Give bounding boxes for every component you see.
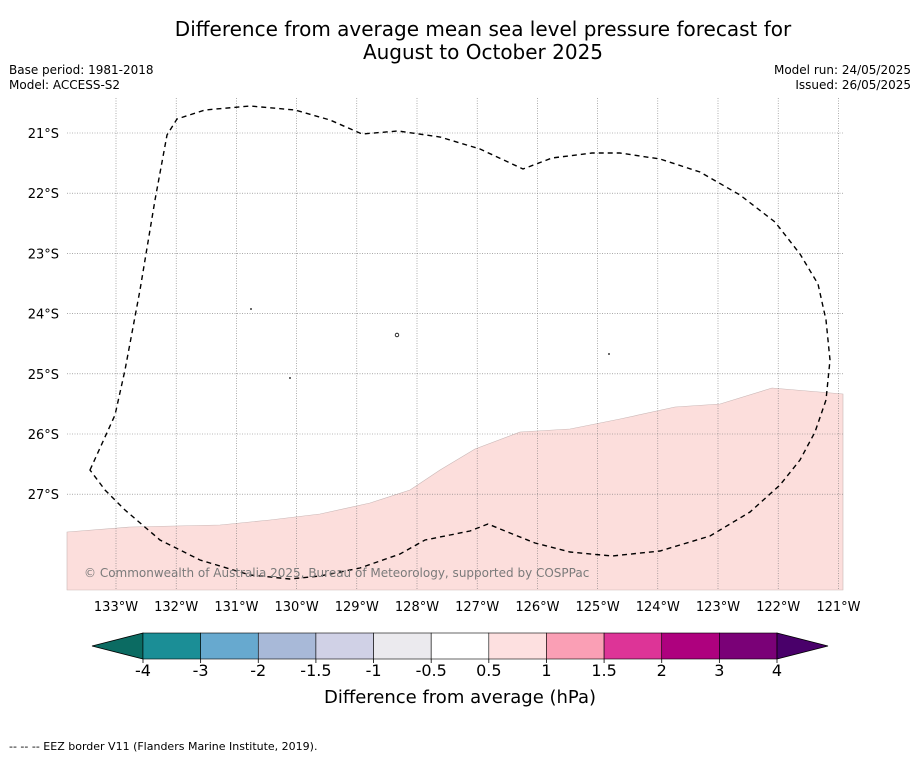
copyright-text: © Commonwealth of Australia 2025, Bureau…: [84, 566, 589, 580]
latitude-label: 24°S: [28, 308, 59, 323]
meta-left: Base period: 1981-2018 Model: ACCESS-S2: [9, 63, 154, 93]
longitude-label: 122°W: [756, 600, 800, 615]
latitude-label: 26°S: [28, 428, 59, 443]
title-line-2: August to October 2025: [362, 40, 604, 64]
map-title: Difference from average mean sea level p…: [0, 18, 919, 64]
colorbar-extend-low: [91, 632, 144, 660]
anomaly-region: [66, 387, 844, 591]
longitude-label: 124°W: [636, 600, 680, 615]
latitude-gridlines: [67, 132, 843, 495]
colorbar-tick-label: -0.5: [416, 661, 447, 680]
longitude-label: 128°W: [395, 600, 439, 615]
latitude-label: 21°S: [28, 127, 59, 142]
longitude-labels: 133°W 132°W 131°W 130°W 129°W 128°W 127°W 126°W…: [94, 600, 861, 615]
colorbar-tick-label: -4: [135, 661, 151, 680]
colorbar-segment: [488, 632, 547, 660]
longitude-gridlines: [115, 98, 839, 590]
colorbar-segment: [430, 632, 490, 660]
meta-right: Model run: 24/05/2025 Issued: 26/05/2025: [774, 63, 911, 93]
map-plot: © Commonwealth of Australia 2025, Bureau…: [66, 98, 844, 591]
island-marker: [289, 377, 291, 379]
longitude-label: 121°W: [816, 600, 860, 615]
colorbar-segment: [373, 632, 432, 660]
colorbar-tick-label: 1.5: [591, 661, 616, 680]
colorbar-tick-label: -1: [366, 661, 382, 680]
eez-border: [89, 105, 831, 580]
eez-legend-note: -- -- -- EEZ border V11 (Flanders Marine…: [9, 740, 318, 753]
colorbar-label: Difference from average (hPa): [324, 687, 596, 708]
longitude-label: 132°W: [154, 600, 198, 615]
latitude-label: 23°S: [28, 247, 59, 262]
longitude-label: 127°W: [455, 600, 499, 615]
colorbar: -4 -3 -2 -1.5 -1 -0.5 0.5 1 1.5 2 3 4: [91, 632, 829, 680]
colorbar-tick-label: -1.5: [300, 661, 331, 680]
colorbar-segment: [142, 632, 201, 660]
colorbar-segment: [661, 632, 720, 660]
colorbar-segment: [257, 632, 317, 660]
colorbar-segment: [315, 632, 374, 660]
longitude-label: 126°W: [515, 600, 559, 615]
colorbar-segment: [200, 632, 259, 660]
colorbar-segment: [603, 632, 663, 660]
colorbar-segment: [719, 632, 778, 660]
colorbar-tick-label: 3: [714, 661, 724, 680]
colorbar-tick-label: 2: [657, 661, 667, 680]
colorbar-tick-label: -2: [250, 661, 266, 680]
model-run: Model run: 24/05/2025: [773, 63, 911, 77]
colorbar-tick-label: 0.5: [476, 661, 501, 680]
longitude-label: 130°W: [275, 600, 319, 615]
model-name: Model: ACCESS-S2: [9, 78, 121, 92]
island-marker: [608, 353, 610, 355]
colorbar-tick-label: 4: [772, 661, 782, 680]
title-line-1: Difference from average mean sea level p…: [174, 17, 792, 41]
longitude-label: 125°W: [576, 600, 620, 615]
longitude-label: 129°W: [335, 600, 379, 615]
colorbar-tick-label: 1: [541, 661, 551, 680]
latitude-labels: 21°S 22°S 23°S 24°S 25°S 26°S 27°S: [28, 127, 59, 503]
colorbar-tick-label: -3: [193, 661, 209, 680]
latitude-label: 22°S: [28, 187, 59, 202]
colorbar-extend-high: [776, 632, 829, 660]
island-marker: [250, 308, 252, 310]
island-marker: [394, 332, 400, 338]
longitude-label: 133°W: [94, 600, 138, 615]
colorbar-segment: [546, 632, 605, 660]
issued-date: Issued: 26/05/2025: [795, 78, 911, 92]
base-period: Base period: 1981-2018: [9, 63, 154, 77]
latitude-label: 27°S: [28, 488, 59, 503]
longitude-label: 131°W: [214, 600, 258, 615]
longitude-label: 123°W: [696, 600, 740, 615]
latitude-label: 25°S: [28, 368, 59, 383]
